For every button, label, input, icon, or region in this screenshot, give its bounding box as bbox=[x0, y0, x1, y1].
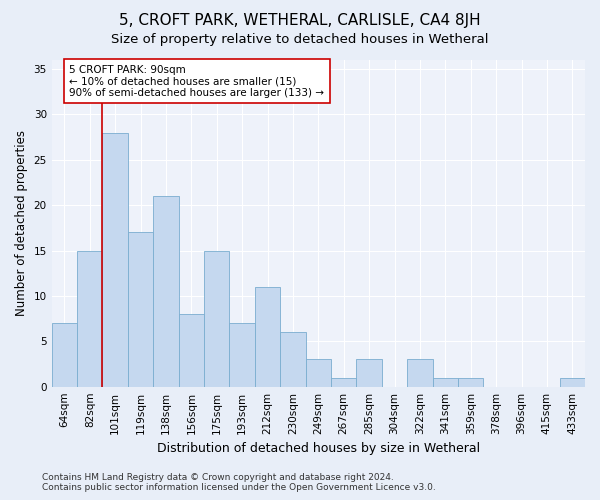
Bar bbox=[179, 314, 204, 386]
Bar bbox=[331, 378, 356, 386]
Text: 5, CROFT PARK, WETHERAL, CARLISLE, CA4 8JH: 5, CROFT PARK, WETHERAL, CARLISLE, CA4 8… bbox=[119, 12, 481, 28]
Text: Contains HM Land Registry data © Crown copyright and database right 2024.
Contai: Contains HM Land Registry data © Crown c… bbox=[42, 473, 436, 492]
Bar bbox=[153, 196, 179, 386]
Bar bbox=[103, 132, 128, 386]
Bar bbox=[458, 378, 484, 386]
Bar bbox=[77, 250, 103, 386]
Bar bbox=[255, 287, 280, 386]
Bar bbox=[280, 332, 305, 386]
Bar bbox=[407, 360, 433, 386]
Bar bbox=[433, 378, 458, 386]
Bar bbox=[128, 232, 153, 386]
Bar bbox=[204, 250, 229, 386]
Bar bbox=[560, 378, 585, 386]
Bar bbox=[356, 360, 382, 386]
X-axis label: Distribution of detached houses by size in Wetheral: Distribution of detached houses by size … bbox=[157, 442, 480, 455]
Bar bbox=[52, 323, 77, 386]
Y-axis label: Number of detached properties: Number of detached properties bbox=[15, 130, 28, 316]
Text: 5 CROFT PARK: 90sqm
← 10% of detached houses are smaller (15)
90% of semi-detach: 5 CROFT PARK: 90sqm ← 10% of detached ho… bbox=[70, 64, 325, 98]
Text: Size of property relative to detached houses in Wetheral: Size of property relative to detached ho… bbox=[111, 32, 489, 46]
Bar bbox=[305, 360, 331, 386]
Bar bbox=[229, 323, 255, 386]
